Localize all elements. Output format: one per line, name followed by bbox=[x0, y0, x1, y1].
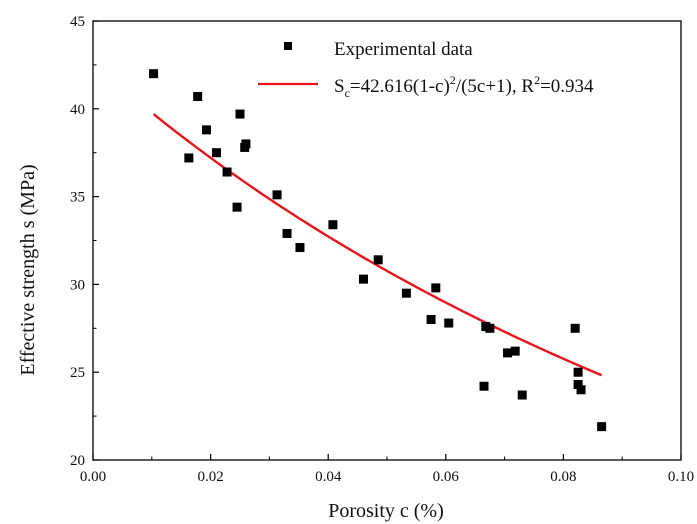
y-tick-label: 45 bbox=[70, 14, 85, 30]
data-point bbox=[517, 390, 527, 400]
data-point bbox=[201, 125, 211, 135]
x-tick-label: 0.00 bbox=[80, 469, 106, 485]
data-point bbox=[444, 318, 454, 328]
data-point bbox=[184, 153, 194, 163]
data-point bbox=[431, 283, 441, 293]
data-point bbox=[211, 148, 221, 158]
y-axis-label: Effective strength s (MPa) bbox=[17, 164, 39, 375]
x-tick-label: 0.04 bbox=[315, 469, 342, 485]
legend: Experimental data Sc=42.616(1-c)2/(5c+1)… bbox=[258, 39, 594, 100]
data-point bbox=[401, 288, 411, 298]
data-point bbox=[149, 69, 159, 79]
data-point bbox=[193, 92, 203, 102]
data-point bbox=[232, 202, 242, 212]
y-tick-label: 25 bbox=[70, 365, 85, 381]
legend-fit-label: Sc=42.616(1-c)2/(5c+1), R2=0.934 bbox=[334, 73, 594, 100]
legend-scatter-marker bbox=[284, 42, 292, 50]
data-point bbox=[235, 109, 245, 119]
data-point bbox=[282, 228, 292, 238]
data-point bbox=[485, 323, 495, 333]
data-point bbox=[573, 367, 583, 377]
data-point bbox=[358, 274, 368, 284]
data-point bbox=[426, 315, 436, 325]
x-axis-label: Porosity c (%) bbox=[328, 500, 444, 522]
legend-scatter-label: Experimental data bbox=[334, 39, 473, 60]
x-tick-label: 0.02 bbox=[197, 469, 223, 485]
y-tick-label: 40 bbox=[70, 102, 85, 118]
x-tick-label: 0.06 bbox=[433, 469, 460, 485]
x-tick-label: 0.10 bbox=[668, 469, 694, 485]
x-tick-label: 0.08 bbox=[550, 469, 576, 485]
y-tick-label: 20 bbox=[70, 453, 85, 469]
y-tick-label: 35 bbox=[70, 190, 85, 206]
data-point bbox=[479, 381, 489, 391]
axes bbox=[92, 20, 682, 461]
y-tick-label: 30 bbox=[70, 277, 85, 293]
data-point bbox=[597, 422, 607, 432]
x-tick-labels: 0.00 0.02 0.04 0.06 0.08 0.10 bbox=[80, 469, 694, 485]
data-point bbox=[573, 379, 583, 389]
data-point bbox=[241, 139, 251, 149]
data-point bbox=[272, 190, 282, 200]
data-point bbox=[576, 385, 586, 395]
data-point bbox=[295, 243, 305, 253]
data-point bbox=[328, 220, 338, 230]
y-tick-labels: 20 25 30 35 40 45 bbox=[70, 14, 85, 469]
plot-area bbox=[149, 69, 607, 432]
data-point bbox=[503, 348, 513, 358]
data-point bbox=[510, 346, 520, 356]
data-point bbox=[373, 255, 383, 265]
data-point bbox=[222, 167, 232, 177]
data-point bbox=[570, 323, 580, 333]
